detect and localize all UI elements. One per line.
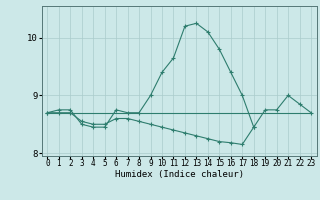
X-axis label: Humidex (Indice chaleur): Humidex (Indice chaleur) <box>115 170 244 179</box>
